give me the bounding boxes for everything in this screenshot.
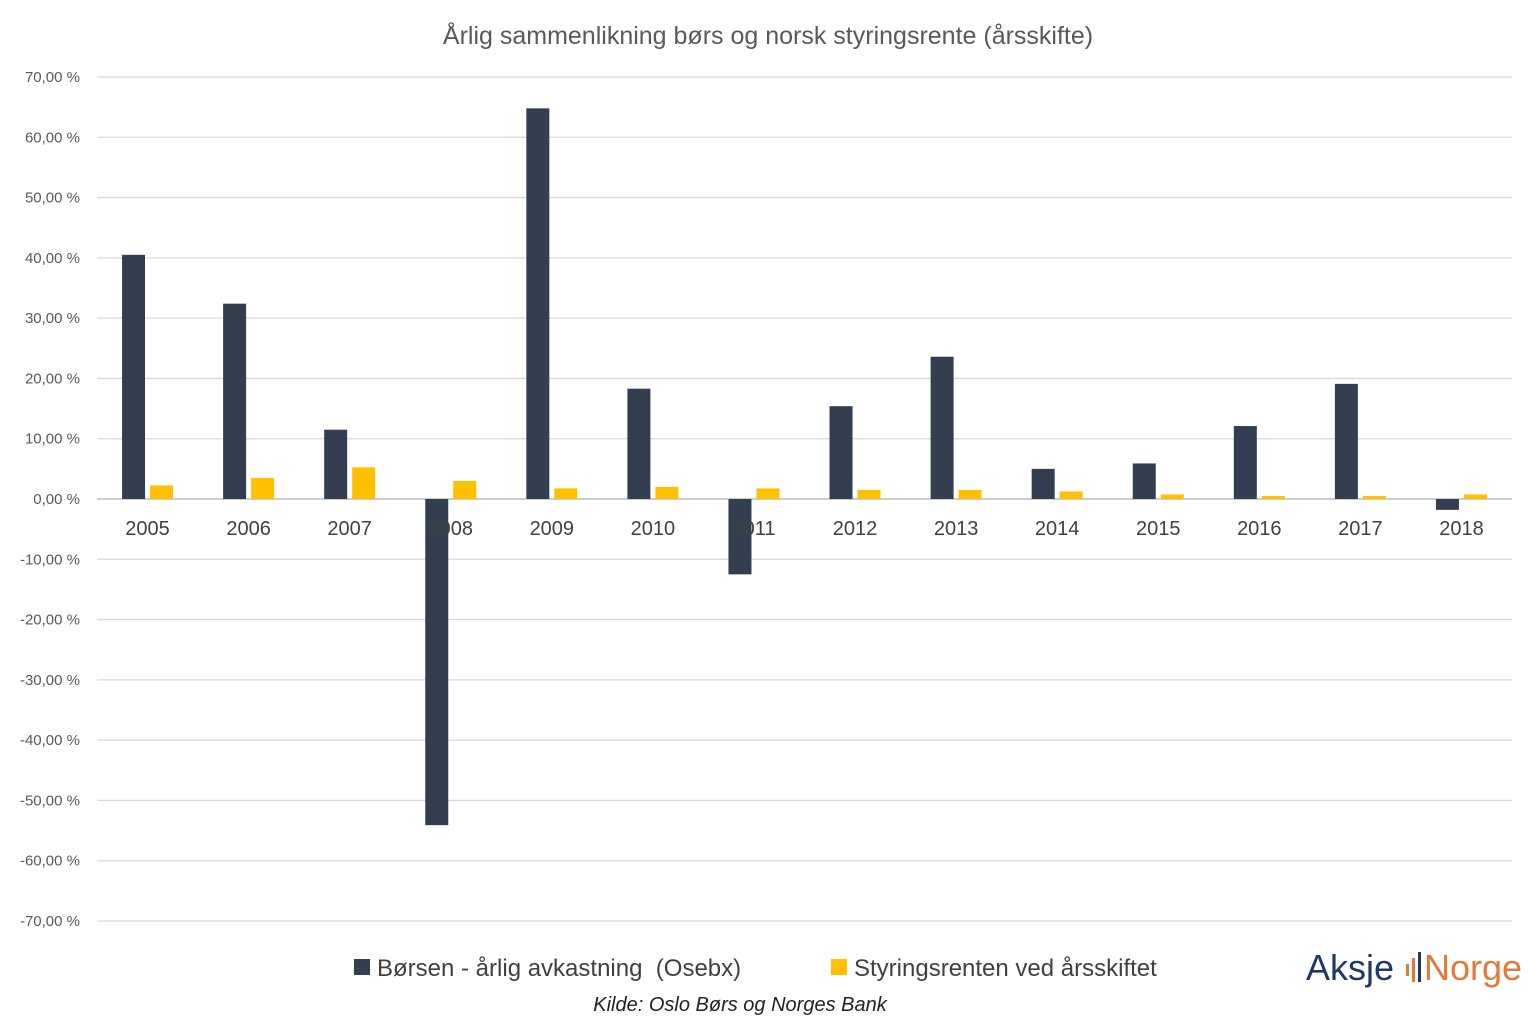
x-tick-label: 2015	[1136, 518, 1181, 540]
gridlines	[97, 76, 1512, 922]
legend-swatch-boersen	[354, 959, 370, 975]
legend-swatch-styringsrente	[831, 959, 847, 975]
bar-styringsrente-2017	[1362, 495, 1386, 499]
bar-boersen-2016	[1233, 426, 1257, 499]
x-tick-label: 2011	[732, 518, 775, 540]
y-tick-label: -50,00 %	[20, 792, 80, 809]
bar-styringsrente-2016	[1261, 495, 1285, 499]
bar-styringsrente-2015	[1160, 494, 1184, 499]
y-tick-label: -10,00 %	[20, 551, 80, 568]
x-tick-label: 2009	[530, 518, 575, 540]
x-tick-label: 2012	[833, 518, 878, 540]
bar-chart-icon	[1406, 952, 1421, 982]
y-tick-label: 10,00 %	[25, 431, 80, 448]
bar-styringsrente-2010	[655, 486, 679, 499]
y-tick-label: -70,00 %	[20, 913, 80, 930]
logo-text-aksje: Aksje	[1306, 947, 1394, 988]
bar-styringsrente-2011	[756, 488, 780, 499]
x-tick-label: 2010	[631, 518, 676, 540]
y-tick-label: -20,00 %	[20, 612, 80, 629]
bar-boersen-2009	[526, 108, 550, 499]
bar-styringsrente-2018	[1463, 494, 1487, 499]
bar-boersen-2015	[1132, 463, 1156, 499]
bar-boersen-2008	[425, 499, 449, 826]
bar-boersen-2018	[1435, 499, 1459, 510]
x-tick-label: 2006	[226, 518, 271, 540]
bar-styringsrente-2014	[1059, 491, 1083, 499]
y-tick-label: -40,00 %	[20, 732, 80, 749]
bar-styringsrente-2005	[150, 485, 174, 499]
legend-label-styringsrente: Styringsrenten ved årsskiftet	[854, 955, 1157, 982]
y-tick-label: 40,00 %	[25, 250, 80, 267]
bar-boersen-2012	[829, 406, 853, 499]
x-tick-label: 2018	[1439, 518, 1484, 540]
legend-label-boersen: Børsen - årlig avkastning (Osebx)	[377, 955, 741, 982]
x-tick-label: 2007	[327, 518, 372, 540]
bar-boersen-2011	[728, 499, 752, 575]
bar-boersen-2013	[930, 356, 954, 499]
bar-styringsrente-2012	[857, 489, 881, 499]
bar-boersen-2017	[1334, 383, 1358, 499]
legend: Børsen - årlig avkastning (Osebx) Styrin…	[354, 955, 1157, 982]
x-tick-label: 2005	[125, 518, 170, 540]
bar-styringsrente-2009	[554, 488, 578, 499]
x-tick-label: 2014	[1035, 518, 1080, 540]
bar-boersen-2007	[324, 429, 348, 499]
y-tick-label: 0,00 %	[33, 491, 80, 508]
bars	[122, 108, 1487, 826]
aksjenorge-logo: Aksje Norge	[1306, 947, 1522, 988]
y-tick-label: 70,00 %	[25, 69, 80, 86]
bar-boersen-2006	[223, 303, 247, 499]
y-tick-label: 30,00 %	[25, 310, 80, 327]
x-tick-label: 2013	[934, 518, 979, 540]
y-tick-label: 20,00 %	[25, 370, 80, 387]
logo-text-norge: Norge	[1424, 947, 1522, 988]
x-tick-label: 2016	[1237, 518, 1282, 540]
y-axis-ticks: 70,00 % 60,00 % 50,00 % 40,00 % 30,00 % 20,00…	[20, 69, 80, 930]
y-tick-label: -30,00 %	[20, 672, 80, 689]
y-tick-label: 60,00 %	[25, 129, 80, 146]
x-tick-label: 2017	[1338, 518, 1383, 540]
source-note: Kilde: Oslo Børs og Norges Bank	[593, 994, 887, 1016]
y-tick-label: 50,00 %	[25, 190, 80, 207]
bar-boersen-2014	[1031, 468, 1055, 499]
x-tick-label: 2008	[429, 518, 474, 540]
bar-styringsrente-2006	[251, 477, 275, 499]
bar-boersen-2005	[122, 254, 146, 499]
bar-styringsrente-2008	[453, 480, 477, 499]
bar-boersen-2010	[627, 388, 651, 499]
y-tick-label: -60,00 %	[20, 853, 80, 870]
bar-styringsrente-2007	[352, 467, 376, 499]
x-axis-ticks: 2005 2006 2007 2008 2009 2010 2011 2012 2013 2014…	[125, 518, 1483, 540]
chart-title: Årlig sammenlikning børs og norsk styrin…	[443, 20, 1093, 50]
bar-styringsrente-2013	[958, 489, 982, 499]
